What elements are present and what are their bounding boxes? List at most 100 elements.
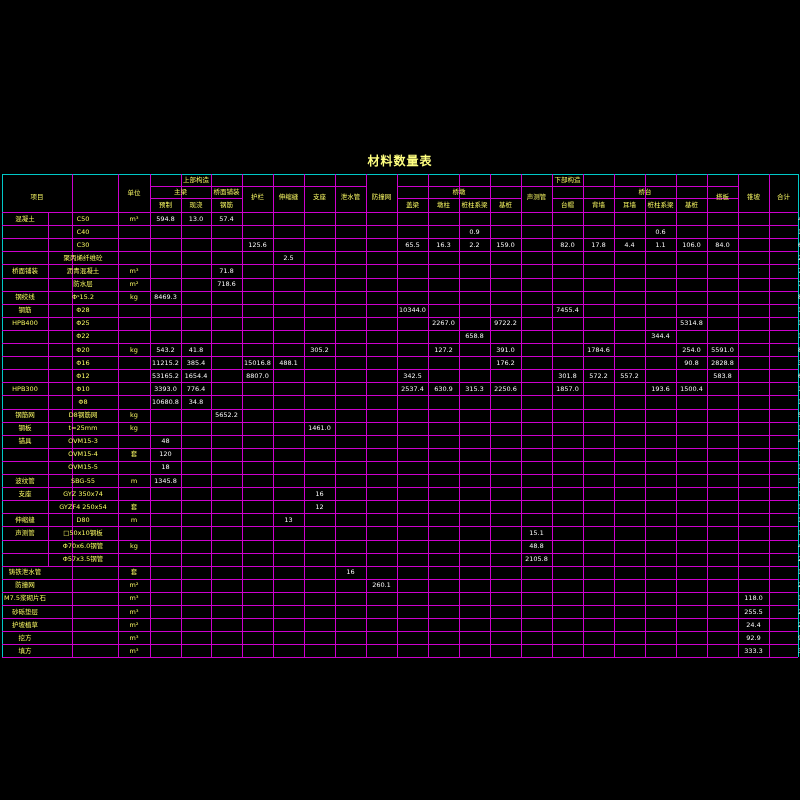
header-ear-wall: 耳墙 [623,201,636,209]
row-value: 1784.6 [587,345,610,354]
row-category: 伸缩缝 [15,515,35,524]
row-value: 71.8 [219,266,234,275]
row-spec: Φ22 [76,332,90,341]
header-abut-cap: 台帽 [561,201,574,209]
grid-line [335,174,336,658]
grid-line [2,382,798,384]
grid-line [2,212,798,213]
row-value: 8469.3 [798,293,800,301]
row-value: 5652.2 [215,411,238,419]
row-spec: OVM15-4 [68,450,98,459]
row-spec: Φ10 [76,384,90,393]
row-category: 防撞网 [15,581,35,590]
row-value: 2537.4 [401,384,424,393]
grid-line [2,356,798,358]
row-value: 16.0 [798,490,800,498]
row-unit: m [130,515,138,524]
grid-line [490,174,491,658]
row-value: 1500.4 [680,384,703,393]
row-value: 594.8 [156,214,175,223]
row-value: 193.6 [651,384,670,393]
row-spec: C40 [76,227,90,236]
grid-line [2,644,798,646]
grid-line [459,174,460,658]
grid-line [2,316,798,318]
row-value: 8469.3 [154,293,177,302]
grid-line [2,343,798,344]
row-category: M7.5浆砌片石 [4,594,46,603]
row-value: 260.1 [798,581,800,589]
row-value: 13.0 [798,516,800,524]
row-unit: kg [130,345,138,354]
row-value: 543.2 [156,345,175,354]
row-unit: kg [130,411,138,419]
grid-line [2,447,798,449]
header-guardrail: 护栏 [251,193,264,201]
frame-left [2,174,3,658]
row-value: 2250.6 [494,384,517,393]
grid-line [48,212,49,566]
header-rebar: 钢筋 [220,201,233,209]
row-value: 255.5 [798,608,800,616]
row-category: 支座 [18,489,32,498]
row-value: 41.8 [188,345,204,354]
row-value: 315.3 [465,384,484,393]
grid-line [2,605,798,606]
row-value: 159.0 [496,240,515,249]
row-category: 钢筋 [18,306,32,315]
row-unit: m [130,476,138,485]
grid-line [2,290,798,292]
grid-line [397,186,738,187]
row-category: 钢绞线 [15,293,35,302]
row-value: 12.0 [798,503,800,511]
row-category: 挖方 [18,633,32,642]
row-unit: m³ [129,633,139,642]
row-value: 10344.0 [399,306,426,315]
row-category: 波纹管 [15,476,35,485]
grid-line [676,174,677,658]
row-value: 176.2 [496,358,515,367]
row-value: 127.2 [434,345,453,354]
grid-line [2,474,798,475]
grid-line [118,174,119,658]
grid-line [2,329,798,331]
row-spec: 沥青混凝土 [66,266,100,275]
row-category: 桥面铺装 [12,266,38,275]
row-value: 9722.2 [494,319,517,328]
row-value: 630.9 [434,384,453,393]
row-category: HPB300 [12,384,38,393]
row-value: 8807.0 [246,371,269,380]
row-spec: GYZ 350x74 [63,489,103,498]
row-value: 34.8 [188,397,204,406]
row-value: 1461.0 [308,424,331,433]
row-spec: Φ12 [76,371,90,380]
row-value: 15.1 [529,528,544,537]
row-unit: 套 [130,502,138,511]
row-unit: m² [129,280,139,288]
row-value: 17404.0 [798,319,800,327]
row-value: 0.6 [655,227,666,236]
row-value: 48.0 [798,437,800,445]
frame-top [2,174,798,175]
row-value: 385.4 [186,358,206,367]
row-value: 13.0 [188,214,204,223]
row-value: 305.2 [310,345,329,354]
row-value: 17799.4 [798,306,800,314]
grid-line [2,434,798,436]
row-value: 1.5 [798,228,800,236]
row-value: 1345.8 [798,477,800,485]
row-spec: Φ25 [76,319,90,328]
row-value: 333.3 [744,646,763,655]
grid-line [2,264,798,266]
row-value: 15.1 [798,529,800,537]
grid-line [2,251,798,253]
grid-line [2,395,798,397]
row-value: 1857.0 [556,384,579,393]
row-spec: GYZF4 250x54 [59,502,107,511]
row-unit: kg [130,542,138,550]
header-cast: 现浇 [189,201,203,209]
row-value: 7455.4 [556,306,579,315]
grid-line [2,460,798,462]
row-value: 5314.8 [680,319,703,328]
row-category: 钢筋网 [15,411,35,419]
